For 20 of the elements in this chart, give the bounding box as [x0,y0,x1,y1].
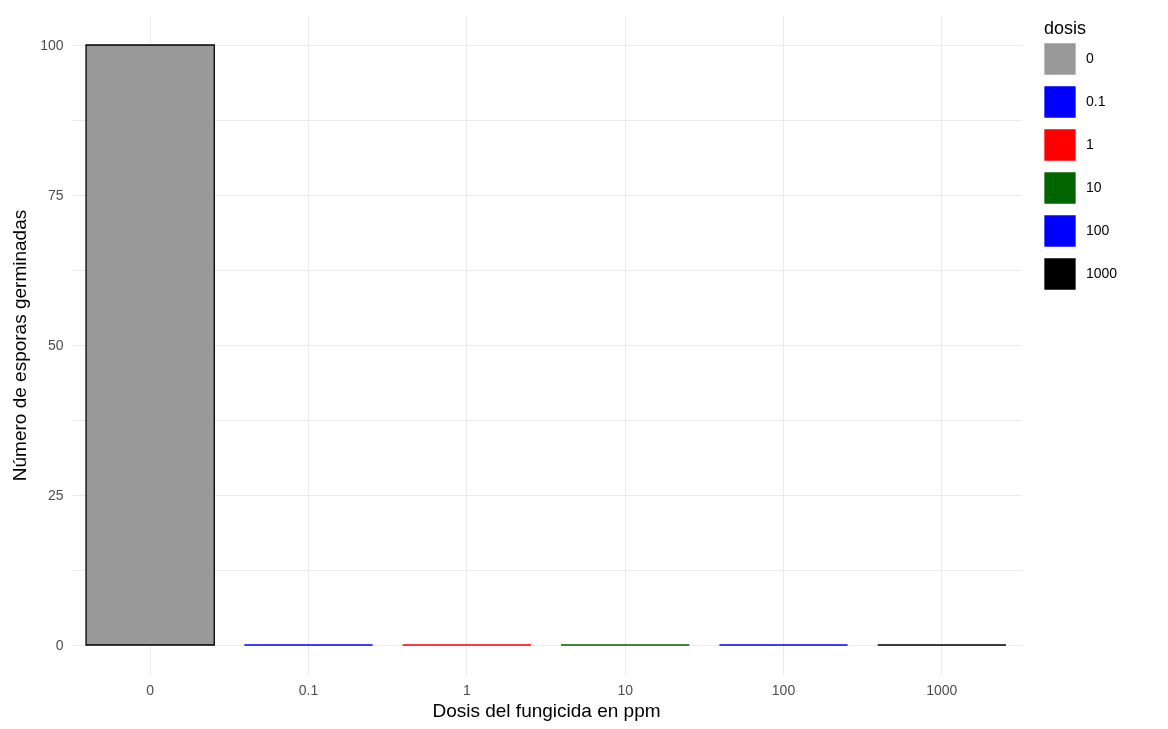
y-tick-label: 0 [55,636,64,653]
y-tick-label: 25 [47,486,64,503]
x-tick-label: 0 [146,681,155,698]
legend-label: 10 [1086,179,1102,195]
x-tick-label: 10 [617,681,634,698]
legend-label: 1000 [1086,265,1118,281]
y-tick-label: 75 [47,186,64,203]
x-tick-label: 0.1 [298,681,319,698]
y-tick-label: 50 [47,336,64,353]
y-tick-label: 100 [40,36,64,53]
x-tick-label: 1000 [926,681,958,698]
legend-label: 100 [1086,222,1110,238]
legend-title: dosis [1044,18,1087,38]
legend-label: 0 [1086,50,1094,66]
y-axis-title: Número de esporas germinadas [9,209,31,482]
x-tick-label: 100 [771,681,796,698]
legend-label: 0.1 [1086,93,1106,109]
legend-label: 1 [1086,136,1094,152]
x-tick-label: 1 [462,681,471,698]
x-axis-title: Dosis del fungicida en ppm [432,699,661,721]
